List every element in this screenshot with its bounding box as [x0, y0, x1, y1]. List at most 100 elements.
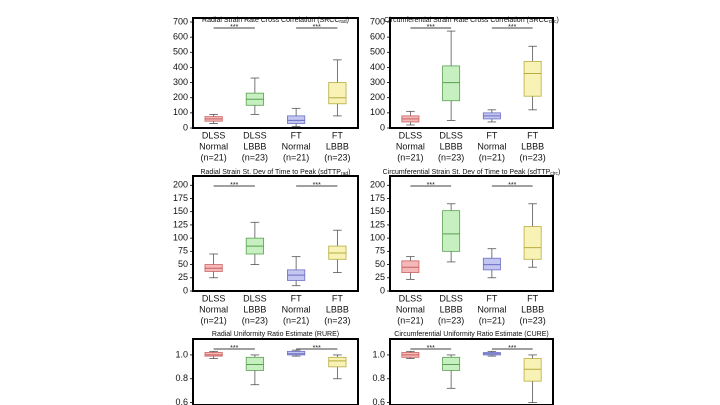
title-text: Circumferential Uniformity Ratio Estimat…	[394, 331, 548, 338]
box	[287, 350, 306, 356]
x-tick-label: LBBB	[440, 304, 463, 314]
y-tick-label: 1.0	[372, 349, 385, 359]
plot-frame	[389, 338, 554, 405]
y-tick-label: 75	[375, 246, 385, 256]
title-text: Radial Strain St. Dev of Time to Peak (s…	[200, 169, 341, 176]
x-tick-label: DLSS	[243, 130, 267, 140]
y-tick-label: 150	[173, 206, 188, 216]
title-end: )	[557, 17, 559, 24]
x-tick-label: LBBB	[243, 304, 266, 314]
x-tick-label: (n=21)	[397, 152, 423, 162]
y-tick-label: 300	[173, 77, 188, 87]
x-tick-label: Normal	[477, 304, 506, 314]
x-tick-label: LBBB	[521, 304, 544, 314]
x-tick-label: (n=23)	[438, 315, 464, 325]
x-tick-label: (n=21)	[479, 315, 505, 325]
x-tick-label: FT	[527, 293, 538, 303]
x-tick-label: (n=21)	[200, 152, 226, 162]
x-tick-label: FT	[486, 130, 497, 140]
plot-frame	[192, 175, 359, 292]
title-subscript: rad	[339, 19, 346, 25]
y-tick-label: 175	[370, 193, 385, 203]
x-tick-label: (n=23)	[324, 315, 350, 325]
x-tick-label: LBBB	[326, 304, 349, 314]
plot-frame	[192, 338, 359, 405]
title-text: Circumferential Strain Rate Cross Correl…	[384, 17, 549, 24]
x-tick-label: Normal	[396, 304, 425, 314]
x-tick-label: (n=21)	[479, 152, 505, 162]
y-tick-label: 100	[173, 233, 188, 243]
significance-label: ***	[313, 182, 321, 189]
y-tick-label: 300	[370, 77, 385, 87]
y-tick-label: 0.8	[175, 373, 188, 383]
y-tick-label: 25	[375, 272, 385, 282]
x-tick-label: (n=21)	[283, 152, 309, 162]
x-tick-label: (n=23)	[519, 152, 545, 162]
y-tick-label: 200	[370, 92, 385, 102]
box	[442, 356, 461, 371]
title-end: )	[348, 169, 350, 176]
x-tick-label: DLSS	[399, 130, 423, 140]
x-tick-label: (n=23)	[324, 152, 350, 162]
significance-label: ***	[313, 24, 321, 31]
x-tick-label: DLSS	[399, 293, 423, 303]
box	[328, 82, 347, 105]
x-tick-label: Normal	[477, 141, 506, 151]
title-subscript: rad	[341, 171, 348, 177]
x-tick-label: (n=23)	[438, 152, 464, 162]
y-tick-label: 400	[173, 62, 188, 72]
chart-title: Radial Uniformity Ratio Estimate (RURE)	[212, 331, 339, 338]
x-tick-label: LBBB	[326, 141, 349, 151]
x-tick-label: DLSS	[202, 130, 226, 140]
x-tick-label: FT	[291, 293, 302, 303]
x-tick-label: Normal	[282, 304, 311, 314]
y-tick-label: 0	[183, 285, 188, 295]
x-tick-label: Normal	[396, 141, 425, 151]
x-tick-label: DLSS	[202, 293, 226, 303]
y-tick-label: 75	[178, 246, 188, 256]
y-tick-label: 100	[370, 233, 385, 243]
x-tick-label: DLSS	[439, 293, 463, 303]
x-tick-label: FT	[332, 130, 343, 140]
x-tick-label: (n=23)	[242, 315, 268, 325]
x-tick-label: Normal	[282, 141, 311, 151]
y-tick-label: 25	[178, 272, 188, 282]
box	[523, 358, 542, 382]
plot-frame	[192, 17, 359, 129]
significance-label: ***	[230, 182, 238, 189]
significance-label: ***	[508, 24, 516, 31]
x-tick-label: (n=23)	[242, 152, 268, 162]
y-tick-label: 200	[370, 180, 385, 190]
y-tick-label: 0	[380, 122, 385, 132]
y-tick-label: 150	[370, 206, 385, 216]
title-end: )	[558, 169, 560, 176]
box	[442, 65, 461, 102]
y-tick-label: 500	[370, 47, 385, 57]
significance-label: ***	[230, 24, 238, 31]
chart-title: Circumferential Uniformity Ratio Estimat…	[394, 331, 548, 338]
y-tick-label: 125	[370, 219, 385, 229]
box	[287, 115, 306, 124]
title-text: Radial Strain Rate Cross Correlation (SR…	[202, 17, 339, 24]
box	[482, 257, 501, 271]
significance-label: ***	[313, 345, 321, 352]
title-text: Radial Uniformity Ratio Estimate (RURE)	[212, 331, 339, 338]
y-tick-label: 100	[370, 107, 385, 117]
x-tick-label: LBBB	[243, 141, 266, 151]
chart-title: Radial Strain St. Dev of Time to Peak (s…	[200, 169, 350, 177]
x-tick-label: (n=23)	[519, 315, 545, 325]
y-tick-label: 125	[173, 219, 188, 229]
y-tick-label: 1.0	[175, 349, 188, 359]
significance-label: ***	[508, 345, 516, 352]
box	[204, 352, 223, 357]
plot-frame	[389, 175, 554, 292]
x-tick-label: (n=21)	[283, 315, 309, 325]
y-tick-label: 50	[375, 259, 385, 269]
box	[245, 356, 264, 371]
y-tick-label: 600	[173, 32, 188, 42]
x-tick-label: FT	[291, 130, 302, 140]
chart-title: Radial Strain Rate Cross Correlation (SR…	[202, 17, 349, 25]
x-tick-label: FT	[332, 293, 343, 303]
x-tick-label: FT	[486, 293, 497, 303]
